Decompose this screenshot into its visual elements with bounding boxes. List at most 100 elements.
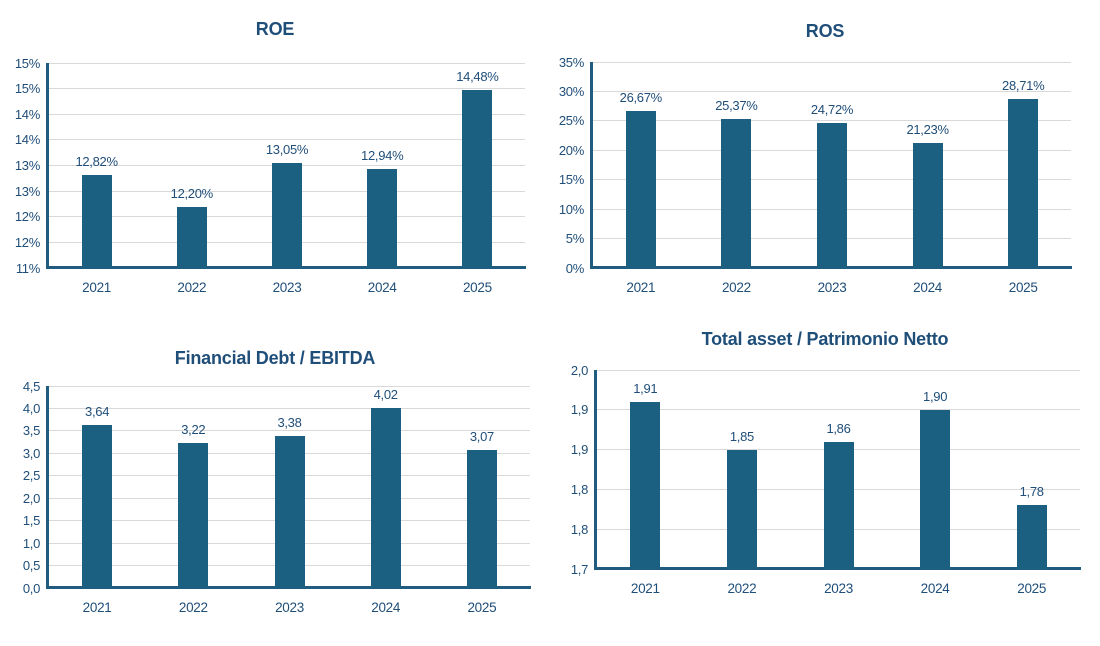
chart-total-asset-patrimonio-netto: Total asset / Patrimonio Netto 1,7 1,8 1,8… — [550, 323, 1100, 646]
y-tick-label: 1,9 — [570, 402, 588, 418]
bar-2024 — [912, 143, 943, 268]
gridline — [49, 430, 530, 432]
y-tick-label: 15% — [558, 172, 584, 188]
bar-value-label: 1,90 — [923, 388, 948, 404]
plot-area-total-asset-patrimonio-netto: 1,7 1,8 1,8 1,9 1,9 2,0 1,91 2021 1,85 2022 1,86 20… — [571, 363, 1081, 596]
bar-value-label: 3,38 — [277, 415, 302, 431]
x-tick-label: 2021 — [82, 600, 112, 615]
y-tick-label: 1,8 — [570, 521, 588, 537]
bar-2021 — [630, 401, 661, 569]
bar-value-label: 1,78 — [1019, 484, 1044, 500]
x-tick-label: 2024 — [913, 280, 943, 295]
bar-value-label: 1,85 — [729, 428, 754, 444]
bar-2021 — [625, 111, 656, 268]
y-tick-label: 25% — [558, 113, 584, 129]
y-tick-label: 3,5 — [22, 423, 40, 439]
y-axis-line — [594, 370, 597, 569]
bar-value-label: 28,71% — [1002, 78, 1045, 94]
bar-2023 — [817, 122, 847, 268]
bar-value-label: 3,07 — [469, 429, 494, 445]
chart-financial-debt-ebitda: Financial Debt / EBITDA 0,0 0,5 1,0 1,5 2,0 2… — [0, 323, 550, 646]
bar-2022 — [726, 449, 757, 569]
x-tick-label: 2024 — [920, 581, 950, 596]
y-tick-label: 15% — [14, 81, 40, 97]
bar-value-label: 26,67% — [619, 90, 663, 106]
y-tick-label: 4,0 — [22, 400, 40, 416]
plot-area-roe: 11% 12% 12% 13% 13% 14% 14% 15% 15% 12,82% 2021 12,… — [15, 56, 526, 295]
gridline — [597, 369, 1080, 371]
gridline — [593, 90, 1071, 92]
gridline — [593, 120, 1071, 122]
bar-2021 — [81, 174, 112, 268]
y-tick-label: 3,0 — [22, 445, 40, 461]
x-tick-label: 2022 — [721, 280, 751, 295]
x-tick-label: 2022 — [727, 581, 757, 596]
bar-2023 — [274, 436, 305, 588]
y-tick-label: 15% — [14, 55, 40, 71]
y-tick-label: 30% — [558, 83, 584, 99]
x-tick-label: 2021 — [630, 581, 660, 596]
y-tick-label: 1,7 — [570, 561, 588, 577]
gridline — [49, 407, 530, 409]
y-tick-label: 1,9 — [570, 442, 588, 458]
bar-value-label: 13,05% — [265, 141, 309, 157]
x-tick-label: 2023 — [272, 280, 302, 295]
bar-value-label: 3,22 — [181, 422, 206, 438]
bar-value-label: 1,86 — [826, 420, 851, 436]
gridline — [49, 62, 525, 64]
x-tick-label: 2025 — [462, 280, 492, 295]
y-tick-label: 20% — [558, 142, 584, 158]
bar-2025 — [1008, 99, 1039, 268]
x-tick-label: 2024 — [367, 280, 397, 295]
y-tick-label: 1,8 — [570, 481, 588, 497]
y-tick-label: 2,5 — [22, 468, 40, 484]
bar-2021 — [82, 424, 113, 588]
x-tick-label: 2023 — [824, 581, 853, 596]
gridline — [597, 409, 1080, 411]
x-tick-label: 2025 — [1017, 581, 1047, 596]
y-tick-label: 2,0 — [22, 490, 40, 506]
y-tick-label: 14% — [14, 132, 40, 148]
bar-2022 — [176, 206, 207, 268]
y-tick-label: 1,0 — [22, 535, 40, 551]
gridline — [49, 113, 525, 115]
gridline — [593, 61, 1071, 63]
y-axis-line — [46, 63, 49, 268]
plot-area-ros: 0% 5% 10% 15% 20% 25% 30% 35% 26,67% 2021 25,37% 20… — [559, 55, 1072, 295]
bar-value-label: 12,20% — [170, 185, 214, 201]
y-tick-label: 5% — [565, 231, 585, 247]
bar-value-label: 3,64 — [85, 403, 110, 419]
y-tick-label: 13% — [14, 183, 40, 199]
bar-value-label: 14,48% — [456, 68, 499, 84]
chart-roe: ROE 11% 12% 12% 13% 13% 14% 14% 15% 15% 12,82% 202… — [0, 0, 550, 323]
chart-title-ros: ROS — [805, 21, 845, 41]
bar-value-label: 4,02 — [373, 386, 398, 402]
bar-value-label: 12,82% — [75, 153, 118, 169]
x-tick-label: 2021 — [82, 280, 112, 295]
y-tick-label: 0% — [565, 260, 585, 276]
bar-2025 — [462, 89, 493, 268]
bar-value-label: 24,72% — [810, 101, 854, 117]
y-tick-label: 13% — [14, 158, 40, 173]
bar-2022 — [721, 118, 752, 268]
x-tick-label: 2022 — [177, 280, 207, 295]
bar-2024 — [370, 407, 401, 588]
bar-2025 — [466, 450, 497, 588]
bar-2025 — [1016, 505, 1047, 569]
y-tick-label: 0,5 — [22, 558, 40, 574]
gridline — [49, 385, 530, 387]
bar-2024 — [367, 168, 398, 268]
y-tick-label: 1,5 — [22, 513, 40, 529]
bar-2023 — [272, 162, 302, 268]
y-axis-line — [590, 62, 593, 268]
x-tick-label: 2021 — [626, 280, 656, 295]
bar-value-label: 25,37% — [715, 97, 758, 113]
y-tick-label: 11% — [15, 260, 40, 276]
gridline — [49, 139, 525, 141]
bar-value-label: 12,94% — [361, 147, 404, 163]
y-tick-label: 12% — [14, 234, 40, 250]
y-axis-line — [46, 386, 49, 588]
y-tick-label: 14% — [14, 106, 40, 122]
y-tick-label: 4,5 — [22, 378, 40, 394]
